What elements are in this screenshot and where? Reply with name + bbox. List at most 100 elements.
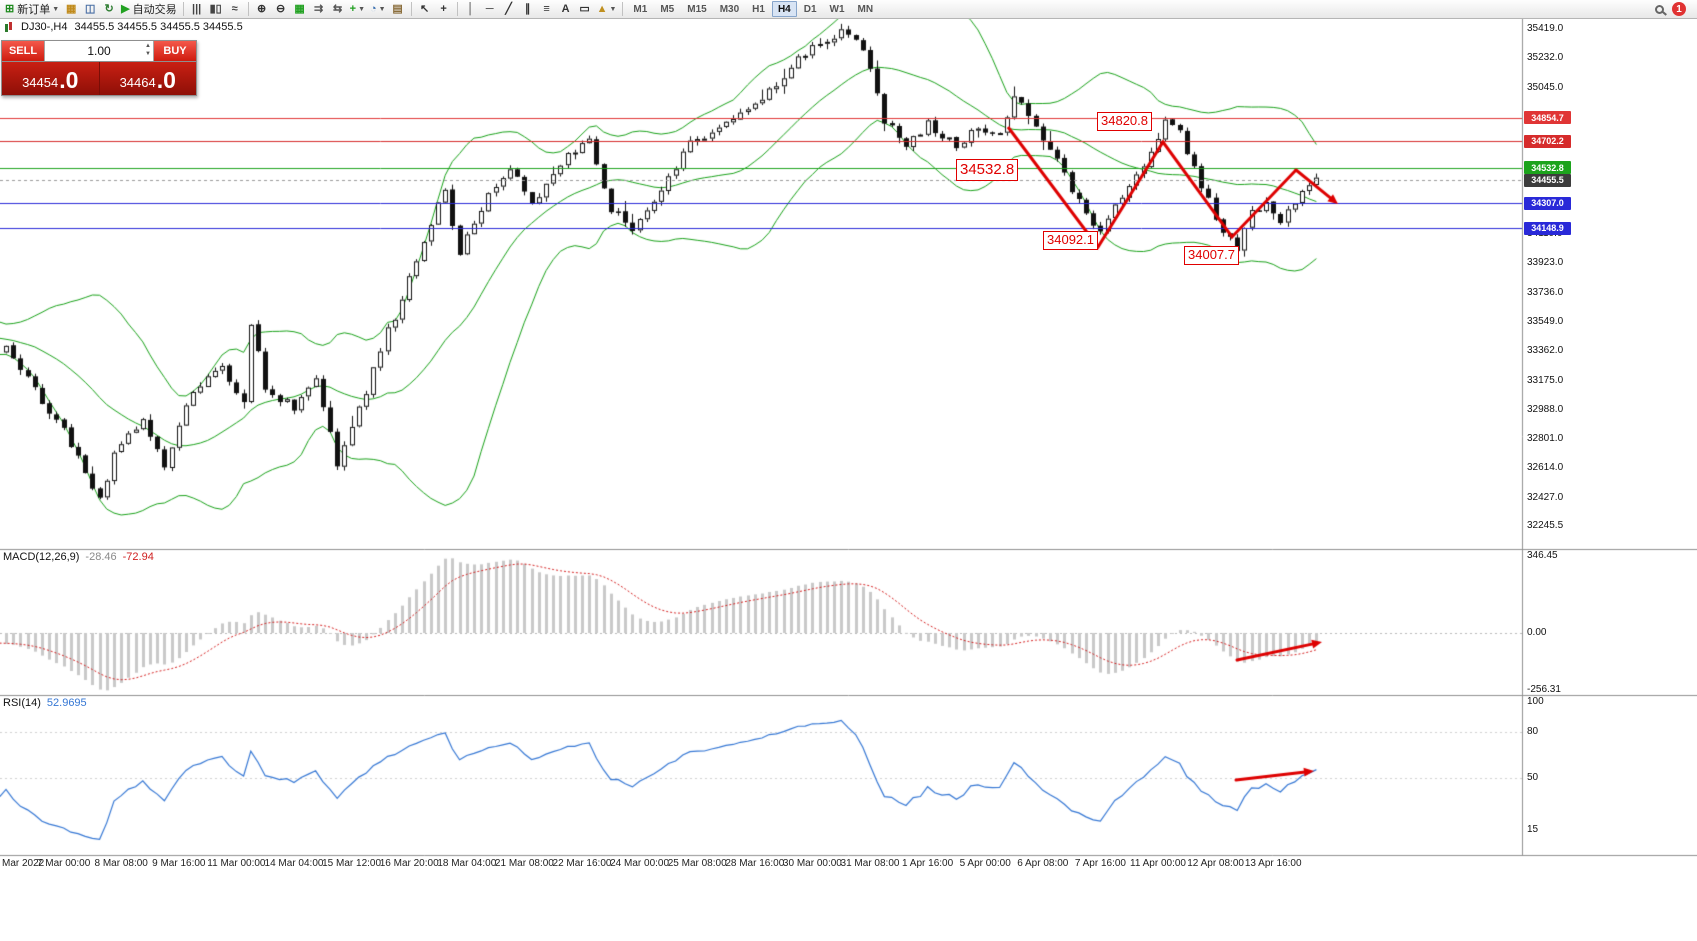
profiles-button[interactable]: ◫ bbox=[81, 1, 99, 18]
new-order-button-label: 新订单 bbox=[17, 4, 51, 16]
spin-up-icon[interactable]: ▲ bbox=[145, 43, 151, 49]
rsi-value: 52.9695 bbox=[46, 697, 87, 709]
timeframe-m15-button[interactable]: M15 bbox=[687, 3, 707, 15]
trendline-button[interactable]: ╱ bbox=[500, 1, 518, 18]
notification-badge[interactable]: 1 bbox=[1672, 2, 1686, 16]
bar-chart-button[interactable]: ||| bbox=[188, 1, 206, 18]
shapes-button[interactable]: ▲ ▼ bbox=[595, 1, 619, 18]
timeframe-mn-button[interactable]: MN bbox=[857, 3, 874, 15]
volume-value: 1.00 bbox=[87, 44, 111, 58]
text-label-icon: ▭ bbox=[579, 2, 590, 15]
timeframe-m1-button[interactable]: M1 bbox=[633, 3, 648, 15]
periods-icon: ◔ bbox=[370, 2, 377, 15]
tile-windows-button[interactable]: ▦ bbox=[291, 1, 309, 18]
trade-panel-divider bbox=[98, 62, 100, 95]
buy-price-main: 34464 bbox=[119, 74, 156, 90]
templates-button[interactable]: ▤ bbox=[389, 1, 407, 18]
timeframe-m5-button[interactable]: M5 bbox=[660, 3, 675, 15]
shapes-icon: ▲ bbox=[596, 2, 608, 15]
ohlc-values: 34455.5 34455.5 34455.5 34455.5 bbox=[74, 21, 243, 33]
price-annotation[interactable]: 34532.8 bbox=[956, 159, 1019, 181]
spin-down-icon[interactable]: ▼ bbox=[145, 51, 151, 58]
search-icon[interactable] bbox=[1655, 4, 1664, 14]
toolbar-separator bbox=[410, 2, 412, 16]
toolbar: ⊞ 新订单 ▼ ▦ ◫ ↻ ▶ 自动交易 ||| ▮▯ ≈ ⊕ ⊖ ▦ ⇉ ⇆ + ▼ ◔ ▼ ▤ ↖ + │ ─ ╱ ∥ ≡ A ▭ ▲ ▼… bbox=[0, 0, 1697, 19]
line-chart-button[interactable]: ≈ bbox=[226, 1, 244, 18]
horizontal-line-button[interactable]: ─ bbox=[481, 1, 499, 18]
price-annotation[interactable]: 34007.7 bbox=[1184, 246, 1239, 265]
macd-signal-value: -72.94 bbox=[122, 551, 154, 563]
text-label-button[interactable]: ▭ bbox=[576, 1, 594, 18]
macd-label: MACD(12,26,9) -28.46 -72.94 bbox=[3, 551, 154, 563]
rsi-title: RSI(14) bbox=[3, 697, 41, 709]
new-order-icon: ⊞ bbox=[5, 2, 15, 15]
sell-price-decimal: .0 bbox=[59, 67, 79, 93]
vertical-line-button[interactable]: │ bbox=[462, 1, 480, 18]
macd-main-value: -28.46 bbox=[85, 551, 117, 563]
chart-shift-button[interactable]: ⇆ bbox=[329, 1, 347, 18]
price-annotation[interactable]: 34820.8 bbox=[1097, 112, 1152, 131]
fibonacci-icon: ≡ bbox=[543, 2, 550, 15]
horizontal-line-icon: ─ bbox=[485, 2, 494, 15]
zoom-in-icon: ⊕ bbox=[257, 2, 267, 15]
toolbar-right-group: 1 bbox=[1655, 2, 1694, 16]
refresh-icon: ↻ bbox=[104, 2, 114, 15]
timeframe-h4-button[interactable]: H4 bbox=[771, 1, 797, 17]
sell-price-main: 34454 bbox=[22, 74, 59, 90]
equidistant-channel-icon: ∥ bbox=[524, 2, 531, 15]
timeframe-d1-button[interactable]: D1 bbox=[803, 3, 817, 15]
timeframe-w1-button[interactable]: W1 bbox=[829, 3, 845, 15]
toolbar-separator bbox=[182, 2, 184, 16]
trendline-icon: ╱ bbox=[505, 2, 512, 15]
buy-button[interactable]: BUY bbox=[154, 41, 196, 61]
refresh-button[interactable]: ↻ bbox=[100, 1, 118, 18]
volume-spinner[interactable]: ▲ ▼ bbox=[145, 42, 151, 58]
bar-chart-icon: ||| bbox=[192, 2, 202, 15]
sell-price[interactable]: 34454 .0 bbox=[2, 62, 99, 95]
one-click-trading-panel: SELL 1.00 ▲ ▼ BUY 34454 .0 34464 .0 bbox=[1, 40, 197, 96]
vertical-line-icon: │ bbox=[467, 2, 475, 15]
chart-shift-icon: ⇆ bbox=[333, 2, 343, 15]
caret-down-icon: ▼ bbox=[609, 5, 617, 13]
auto-scroll-icon: ⇉ bbox=[314, 2, 324, 15]
trade-panel-prices: 34454 .0 34464 .0 bbox=[2, 62, 196, 95]
zoom-out-button[interactable]: ⊖ bbox=[272, 1, 290, 18]
chart-icon bbox=[4, 21, 14, 33]
new-chart-button[interactable]: ▦ bbox=[62, 1, 80, 18]
buy-price[interactable]: 34464 .0 bbox=[100, 62, 197, 95]
autotrading-button-label: 自动交易 bbox=[132, 4, 177, 16]
zoom-in-button[interactable]: ⊕ bbox=[253, 1, 271, 18]
crosshair-button[interactable]: + bbox=[435, 1, 453, 18]
templates-icon: ▤ bbox=[392, 2, 403, 15]
timeframe-m30-button[interactable]: M30 bbox=[719, 3, 740, 15]
crosshair-icon: + bbox=[440, 2, 447, 15]
chart-caption: DJ30-,H4 34455.5 34455.5 34455.5 34455.5 bbox=[4, 21, 243, 33]
autotrading-icon: ▶ bbox=[121, 2, 130, 15]
caret-down-icon: ▼ bbox=[378, 5, 386, 13]
candlestick-chart-icon: ▮▯ bbox=[209, 2, 222, 15]
new-order-button[interactable]: ⊞ 新订单 ▼ bbox=[3, 1, 61, 18]
indicators-button[interactable]: + ▼ bbox=[348, 1, 367, 18]
price-annotation[interactable]: 34092.1 bbox=[1043, 231, 1098, 250]
autotrading-button[interactable]: ▶ 自动交易 bbox=[119, 1, 178, 18]
macd-title: MACD(12,26,9) bbox=[3, 551, 80, 563]
volume-input[interactable]: 1.00 ▲ ▼ bbox=[44, 41, 154, 61]
indicators-icon: + bbox=[349, 2, 357, 15]
fibonacci-button[interactable]: ≡ bbox=[538, 1, 556, 18]
auto-scroll-button[interactable]: ⇉ bbox=[310, 1, 328, 18]
text-button[interactable]: A bbox=[557, 1, 575, 18]
profiles-icon: ◫ bbox=[84, 2, 96, 15]
caret-down-icon: ▼ bbox=[52, 5, 60, 13]
text-icon: A bbox=[561, 2, 570, 15]
cursor-button[interactable]: ↖ bbox=[416, 1, 434, 18]
sell-button[interactable]: SELL bbox=[2, 41, 44, 61]
toolbar-separator bbox=[247, 2, 249, 16]
candlestick-chart-button[interactable]: ▮▯ bbox=[207, 1, 225, 18]
timeframe-h1-button[interactable]: H1 bbox=[752, 3, 765, 15]
symbol-period: DJ30-,H4 bbox=[21, 21, 68, 33]
periods-button[interactable]: ◔ ▼ bbox=[368, 1, 388, 18]
trade-panel-top-row: SELL 1.00 ▲ ▼ BUY bbox=[2, 41, 196, 62]
equidistant-channel-button[interactable]: ∥ bbox=[519, 1, 537, 18]
